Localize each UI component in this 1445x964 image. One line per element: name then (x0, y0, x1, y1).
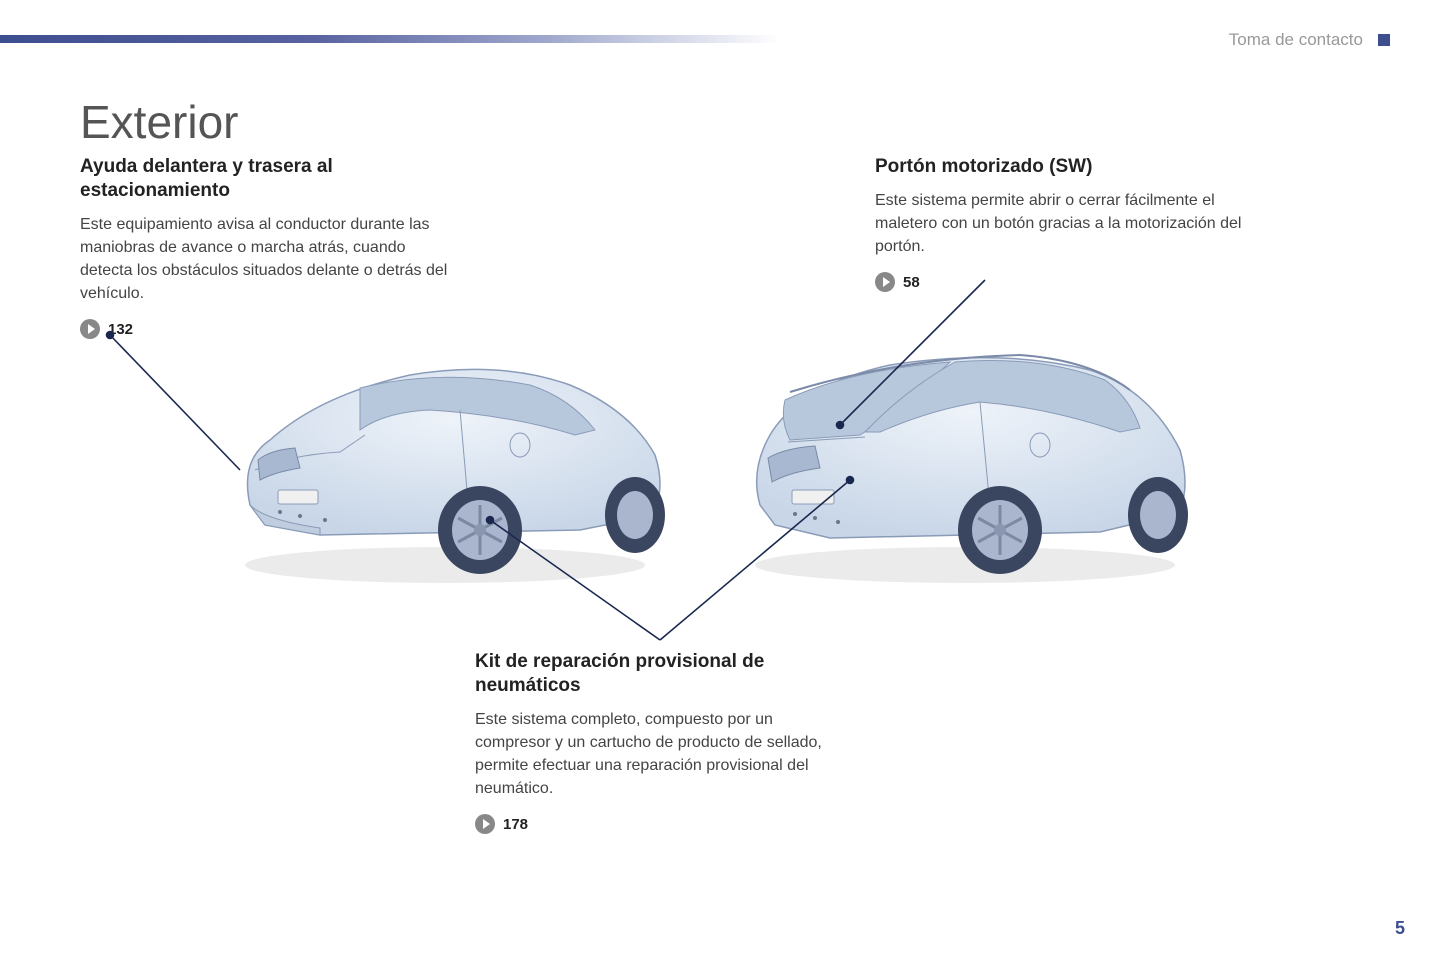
page-ref-parking: 132 (80, 319, 460, 339)
section-label-container: Toma de contacto (1229, 30, 1390, 50)
page-ref-arrow-icon (80, 319, 100, 339)
callout-tyre-body: Este sistema completo, compuesto por un … (475, 708, 845, 801)
header-gradient-bar (0, 35, 780, 43)
callout-motorised-tailgate: Portón motorizado (SW) Este sistema perm… (875, 155, 1255, 292)
callout-parking-assist: Ayuda delantera y trasera al estacionami… (80, 155, 460, 339)
callout-parking-title: Ayuda delantera y trasera al estacionami… (80, 155, 460, 203)
page-number: 5 (1395, 918, 1405, 939)
page-ref-parking-number: 132 (108, 321, 133, 338)
callout-tailgate-body: Este sistema permite abrir o cerrar fáci… (875, 189, 1255, 259)
page-ref-tyre: 178 (475, 814, 845, 834)
callout-tailgate-title: Portón motorizado (SW) (875, 155, 1255, 179)
page-ref-arrow-icon (475, 814, 495, 834)
page-ref-tailgate-number: 58 (903, 274, 920, 291)
section-marker-icon (1378, 34, 1390, 46)
callout-parking-body: Este equipamiento avisa al conductor dur… (80, 213, 460, 306)
callout-tyre-title: Kit de reparación provisional de neumáti… (475, 650, 845, 698)
page-ref-tyre-number: 178 (503, 816, 528, 833)
page-title: Exterior (80, 95, 238, 149)
car-sw-illustration (720, 340, 1210, 590)
car-sedan-illustration (210, 340, 680, 590)
page-ref-arrow-icon (875, 272, 895, 292)
callout-tyre-repair-kit: Kit de reparación provisional de neumáti… (475, 650, 845, 834)
section-label-text: Toma de contacto (1229, 30, 1363, 50)
car-diagram-area (210, 340, 1230, 600)
page-ref-tailgate: 58 (875, 272, 1255, 292)
